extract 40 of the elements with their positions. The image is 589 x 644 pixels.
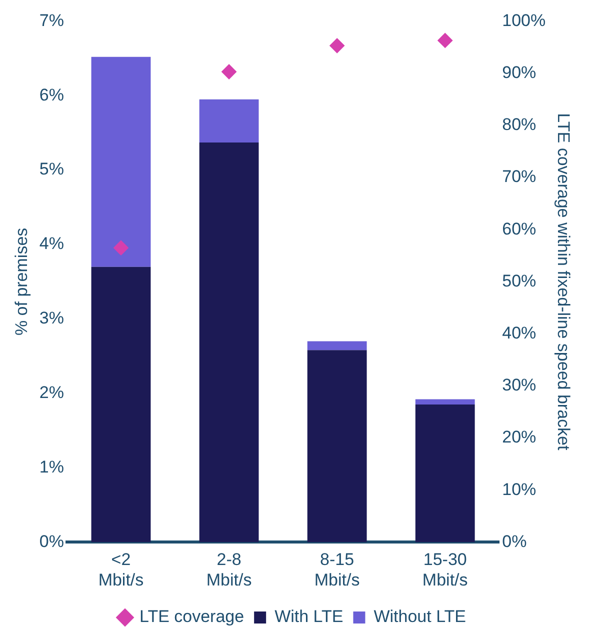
y2-tick-label: 20% [502,428,536,447]
bar [307,341,367,350]
x-tick-label: <2 Mbit/s [98,550,144,590]
x-tick-label: 15-30 Mbit/s [422,550,468,590]
y-tick-label: 5% [39,160,64,179]
y2-tick-label: 0% [502,532,527,551]
y-tick-label: 6% [39,85,64,104]
y2-tick-label: 60% [502,219,536,238]
legend-label: Without LTE [374,607,466,626]
y2-tick-label: 10% [502,480,536,499]
y2-tick-label: 70% [502,167,536,186]
point [438,32,453,48]
y2-tick-label: 30% [502,376,536,395]
legend-label: LTE coverage [140,607,244,626]
y-tick-label: 2% [39,383,64,402]
y-tick-label: 3% [39,308,64,328]
x-tick-label: 8-15 Mbit/s [314,550,360,590]
legend-label: With LTE [274,607,344,626]
bar [415,404,475,542]
y-tick-label: 7% [39,10,64,30]
y2-tick-label: 80% [502,115,536,134]
y2-axis-title: LTE coverage within fixed-line speed bracket [554,113,574,450]
bar [307,350,367,542]
y2-tick-label: 90% [502,62,536,82]
bar [199,142,259,542]
point [113,240,128,256]
x-tick-label: 2-8 Mbit/s [206,550,252,590]
bar [91,56,151,267]
y2-tick-label: 50% [502,271,536,290]
y-tick-label: 0% [39,532,64,551]
bar [91,266,151,542]
y2-tick-label: 100% [502,10,546,30]
y-tick-label: 1% [39,457,64,476]
bar [415,399,475,405]
y-tick-label: 4% [39,234,64,254]
point [222,64,237,80]
point [330,38,345,54]
y-axis-title: % of premises [12,228,31,336]
bar [199,99,259,143]
y2-tick-label: 40% [502,323,536,342]
